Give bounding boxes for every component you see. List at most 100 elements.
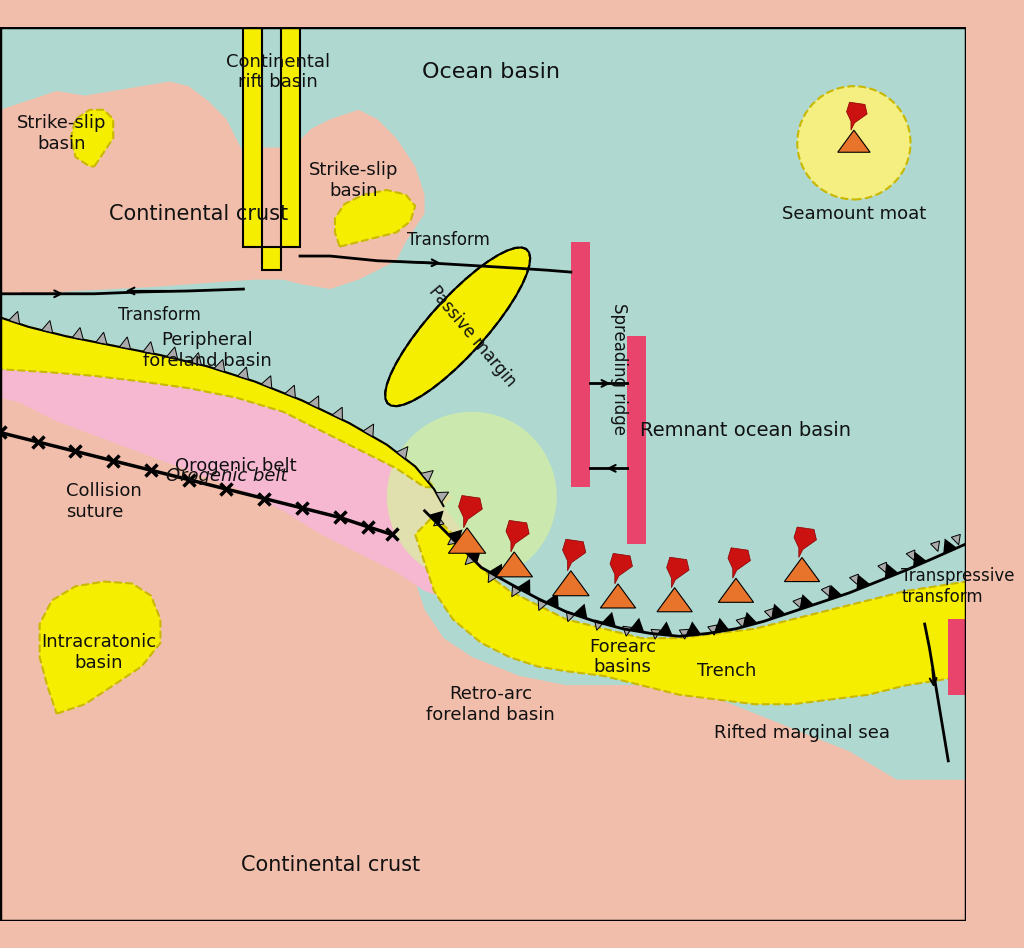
Polygon shape: [793, 598, 802, 609]
Polygon shape: [718, 578, 754, 602]
Polygon shape: [488, 564, 502, 579]
Polygon shape: [73, 327, 83, 339]
Text: Transpressive
transform: Transpressive transform: [901, 567, 1015, 606]
Polygon shape: [0, 27, 425, 294]
Polygon shape: [827, 585, 842, 600]
Polygon shape: [679, 629, 689, 639]
Polygon shape: [0, 318, 434, 487]
Polygon shape: [488, 572, 497, 583]
Polygon shape: [784, 557, 819, 581]
Polygon shape: [610, 554, 633, 584]
Polygon shape: [0, 27, 967, 921]
Polygon shape: [742, 611, 758, 627]
Polygon shape: [167, 347, 178, 359]
Text: Rifted marginal sea: Rifted marginal sea: [714, 723, 890, 741]
Polygon shape: [906, 550, 914, 560]
Circle shape: [387, 411, 557, 581]
Polygon shape: [282, 27, 300, 246]
Polygon shape: [931, 541, 940, 552]
Polygon shape: [765, 609, 773, 619]
Text: Continental crust: Continental crust: [241, 855, 420, 875]
Polygon shape: [436, 492, 449, 502]
Polygon shape: [595, 620, 604, 630]
Polygon shape: [667, 557, 689, 588]
Polygon shape: [856, 574, 870, 590]
Polygon shape: [214, 359, 224, 372]
Polygon shape: [496, 552, 532, 576]
Polygon shape: [570, 242, 590, 487]
Polygon shape: [308, 396, 318, 409]
Polygon shape: [143, 341, 155, 354]
Polygon shape: [545, 592, 559, 609]
Text: Orogenic belt: Orogenic belt: [166, 466, 287, 484]
Polygon shape: [566, 611, 575, 622]
Polygon shape: [600, 584, 636, 608]
Text: Spreading ridge: Spreading ridge: [610, 303, 628, 435]
Polygon shape: [190, 353, 202, 365]
Polygon shape: [71, 110, 114, 167]
Polygon shape: [467, 548, 481, 563]
Text: Collision
suture: Collision suture: [67, 482, 141, 520]
Text: Orogenic belt: Orogenic belt: [175, 458, 297, 476]
Polygon shape: [40, 581, 161, 714]
Text: Strike-slip
basin: Strike-slip basin: [16, 114, 106, 153]
Polygon shape: [878, 562, 887, 573]
Polygon shape: [332, 408, 342, 420]
Polygon shape: [651, 629, 660, 639]
Polygon shape: [42, 320, 52, 333]
Polygon shape: [447, 536, 458, 545]
Text: Transform: Transform: [407, 231, 489, 249]
Polygon shape: [838, 130, 870, 153]
Text: Intracratonic
basin: Intracratonic basin: [42, 633, 157, 672]
Polygon shape: [415, 516, 967, 704]
Polygon shape: [261, 375, 271, 389]
Polygon shape: [244, 27, 262, 246]
Polygon shape: [396, 447, 408, 459]
Polygon shape: [506, 520, 529, 552]
Text: Trench: Trench: [697, 663, 756, 681]
Polygon shape: [449, 528, 485, 554]
Polygon shape: [335, 190, 415, 246]
Text: Remnant ocean basin: Remnant ocean basin: [640, 421, 851, 440]
Polygon shape: [465, 555, 475, 565]
Polygon shape: [794, 527, 816, 557]
Polygon shape: [385, 247, 530, 406]
Polygon shape: [9, 311, 19, 324]
Polygon shape: [364, 424, 374, 437]
Text: Peripheral
foreland basin: Peripheral foreland basin: [143, 331, 272, 370]
Polygon shape: [553, 571, 589, 595]
Polygon shape: [847, 102, 867, 130]
Polygon shape: [686, 621, 701, 635]
Text: Forearc
basins: Forearc basins: [589, 638, 656, 677]
Text: Ocean basin: Ocean basin: [422, 62, 560, 82]
Polygon shape: [728, 548, 751, 578]
Text: Continental
rift basin: Continental rift basin: [226, 53, 331, 91]
Polygon shape: [630, 618, 644, 632]
Text: Seamount moat: Seamount moat: [781, 205, 926, 223]
Polygon shape: [421, 470, 433, 483]
Polygon shape: [285, 385, 295, 398]
Polygon shape: [517, 579, 530, 594]
Polygon shape: [238, 367, 249, 379]
Polygon shape: [539, 600, 547, 611]
Polygon shape: [573, 604, 588, 619]
Polygon shape: [96, 332, 106, 344]
Polygon shape: [623, 627, 632, 636]
Text: Passive margin: Passive margin: [425, 283, 519, 391]
Circle shape: [798, 86, 910, 199]
Polygon shape: [262, 246, 282, 270]
Polygon shape: [459, 496, 482, 528]
Polygon shape: [601, 611, 615, 627]
Text: Transform: Transform: [118, 306, 201, 324]
Polygon shape: [951, 535, 961, 545]
Polygon shape: [562, 539, 586, 571]
Polygon shape: [850, 574, 858, 585]
Polygon shape: [715, 618, 729, 632]
Polygon shape: [736, 617, 745, 628]
Polygon shape: [425, 516, 967, 666]
Polygon shape: [120, 337, 131, 349]
Polygon shape: [885, 563, 899, 578]
Polygon shape: [800, 594, 814, 610]
Polygon shape: [771, 604, 785, 619]
Polygon shape: [0, 370, 967, 921]
